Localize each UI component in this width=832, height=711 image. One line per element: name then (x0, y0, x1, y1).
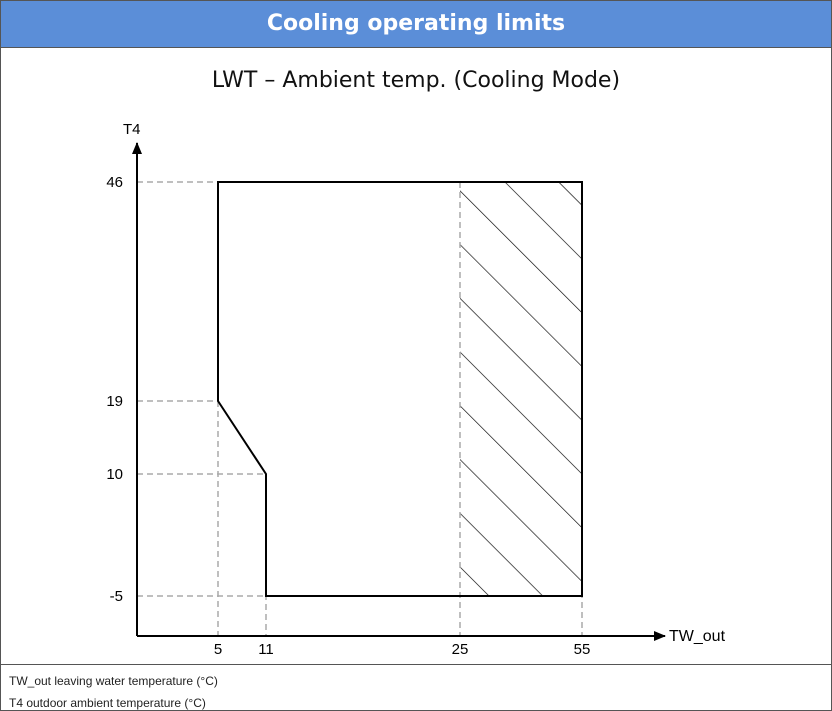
separator (1, 664, 831, 665)
y-tick-label: -5 (110, 588, 123, 605)
y-axis-label: T4 (123, 121, 141, 138)
operating-envelope (217, 181, 583, 597)
x-tick-label: 25 (452, 641, 469, 658)
y-tick-label: 46 (106, 174, 123, 191)
note: TW_out leaving water temperature (°C) (9, 674, 218, 688)
y-tick-label: 10 (106, 466, 123, 483)
x-tick-label: 11 (258, 641, 274, 658)
header-title: Cooling operating limits (1, 1, 831, 48)
x-tick-label: 55 (574, 641, 591, 658)
diagram-title: LWT – Ambient temp. (Cooling Mode) (212, 68, 620, 93)
x-axis-label: TW_out (669, 628, 726, 645)
hatched-region (460, 182, 582, 596)
note: T4 outdoor ambient temperature (°C) (9, 696, 206, 710)
x-tick-label: 5 (214, 641, 222, 658)
y-tick-label: 19 (106, 393, 123, 410)
diagram: LWT – Ambient temp. (Cooling Mode) T4 TW… (106, 68, 726, 658)
